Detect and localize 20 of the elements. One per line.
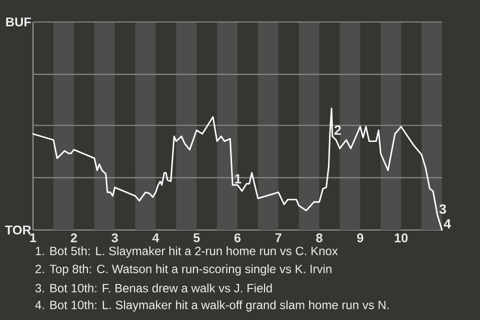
x-tick-label: 10 [394,233,408,242]
x-tick-label: 3 [112,233,118,242]
x-tick-label: 5 [193,233,200,242]
annotation: 2 [334,125,341,135]
x-tick-label: 2 [70,233,77,242]
x-tick-label: 8 [316,233,322,242]
x-tick-label: 7 [275,233,282,242]
text: 4. Bot 10th: L. Slaymaker hit a walk-off grand slam home run vs N. [35,300,389,312]
text: BUF [6,18,31,26]
text: 1. Bot 5th: L. Slaymaker hit a 2-run home run vs C. Knox [36,246,338,258]
x-tick-label: 1 [30,233,36,242]
x-tick-label: 4 [152,233,160,242]
text: 2. Top 8th: C. Watson hit a run-scoring single vs K. Irvin [36,264,332,276]
text: TOR [5,226,32,234]
x-tick-label: 9 [357,233,364,242]
annotation: 3 [439,204,446,214]
annotation: 1 [235,174,242,184]
text: 3. Bot 10th: F. Benas drew a walk vs J. Field [35,284,272,292]
x-tick-label: 6 [234,233,241,242]
annotation: 4 [444,219,451,228]
